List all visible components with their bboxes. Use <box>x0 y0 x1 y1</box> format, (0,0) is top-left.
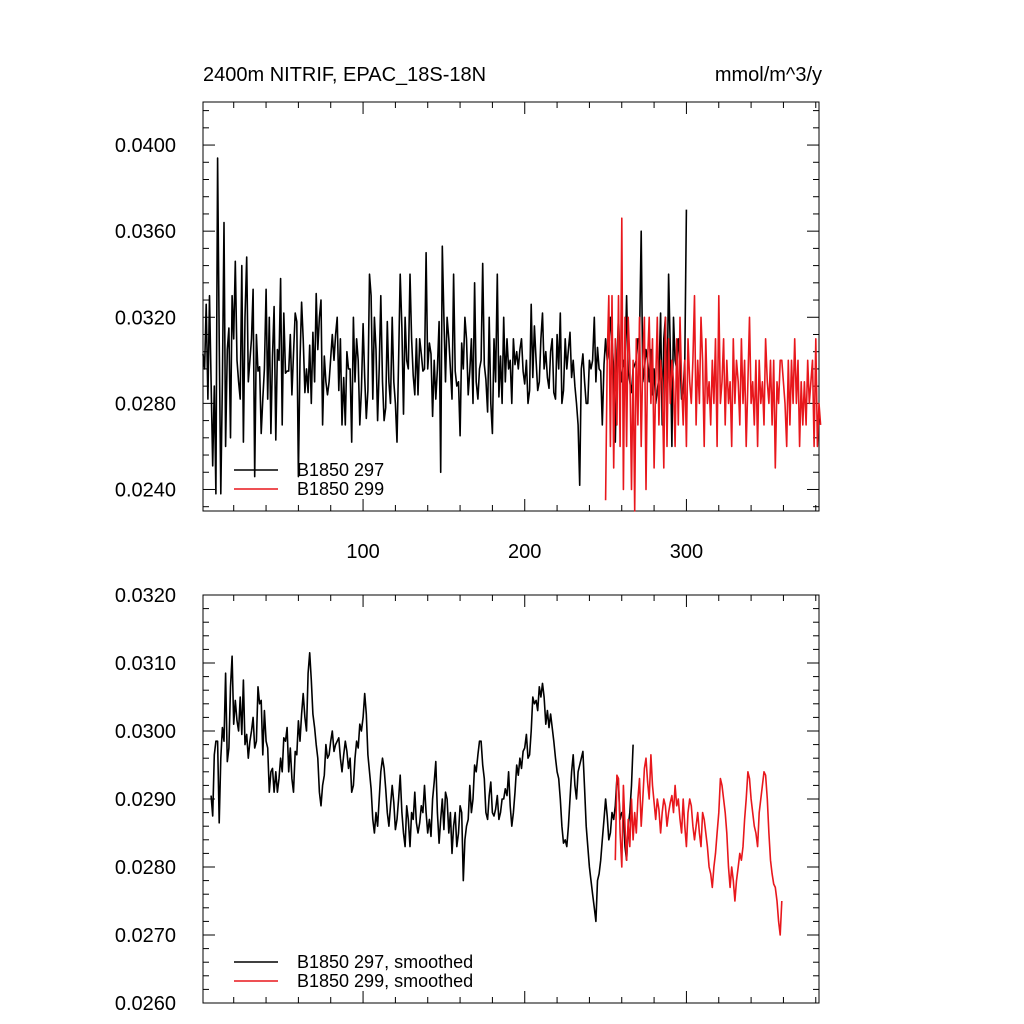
chart-title: 2400m NITRIF, EPAC_18S-18N <box>203 64 486 86</box>
y-tick-label: 0.0320 <box>115 307 176 329</box>
series-line-b1850-297 <box>202 157 688 495</box>
bottom-panel: 0.0260 0.0270 0.0280 0.0290 0.0300 0.0310 0.03… <box>115 585 820 1015</box>
x-tick-label: 200 <box>508 541 541 563</box>
legend-label: B1850 299, smoothed <box>297 971 473 991</box>
y-tick-label: 0.0280 <box>115 857 176 879</box>
top-panel: 0.0240 0.0280 0.0320 0.0360 0.0400 100 200 300 B… <box>115 101 822 563</box>
y-tick-label: 0.0310 <box>115 653 176 675</box>
y-tick-label: 0.0400 <box>115 135 176 157</box>
x-tick-label: 100 <box>346 541 379 563</box>
y-tick-label: 0.0260 <box>115 993 176 1015</box>
legend-label: B1850 299 <box>297 479 384 499</box>
y-tick-label: 0.0320 <box>115 585 176 607</box>
y-tick-label: 0.0280 <box>115 393 176 415</box>
x-tick-label: 300 <box>670 541 703 563</box>
y-tick-label: 0.0270 <box>115 925 176 947</box>
y-tick-label: 0.0290 <box>115 789 176 811</box>
units-label: mmol/m^3/y <box>715 64 822 86</box>
series-line-b1850-299 <box>604 217 822 512</box>
y-tick-label: 0.0300 <box>115 721 176 743</box>
series-line-b1850-299 <box>614 753 783 936</box>
series-line-b1850-297 <box>210 651 634 923</box>
plot-frame <box>202 101 820 512</box>
legend-label: B1850 297, smoothed <box>297 952 473 972</box>
legend-label: B1850 297 <box>297 460 384 480</box>
y-tick-label: 0.0360 <box>115 221 176 243</box>
y-tick-label: 0.0240 <box>115 479 176 501</box>
